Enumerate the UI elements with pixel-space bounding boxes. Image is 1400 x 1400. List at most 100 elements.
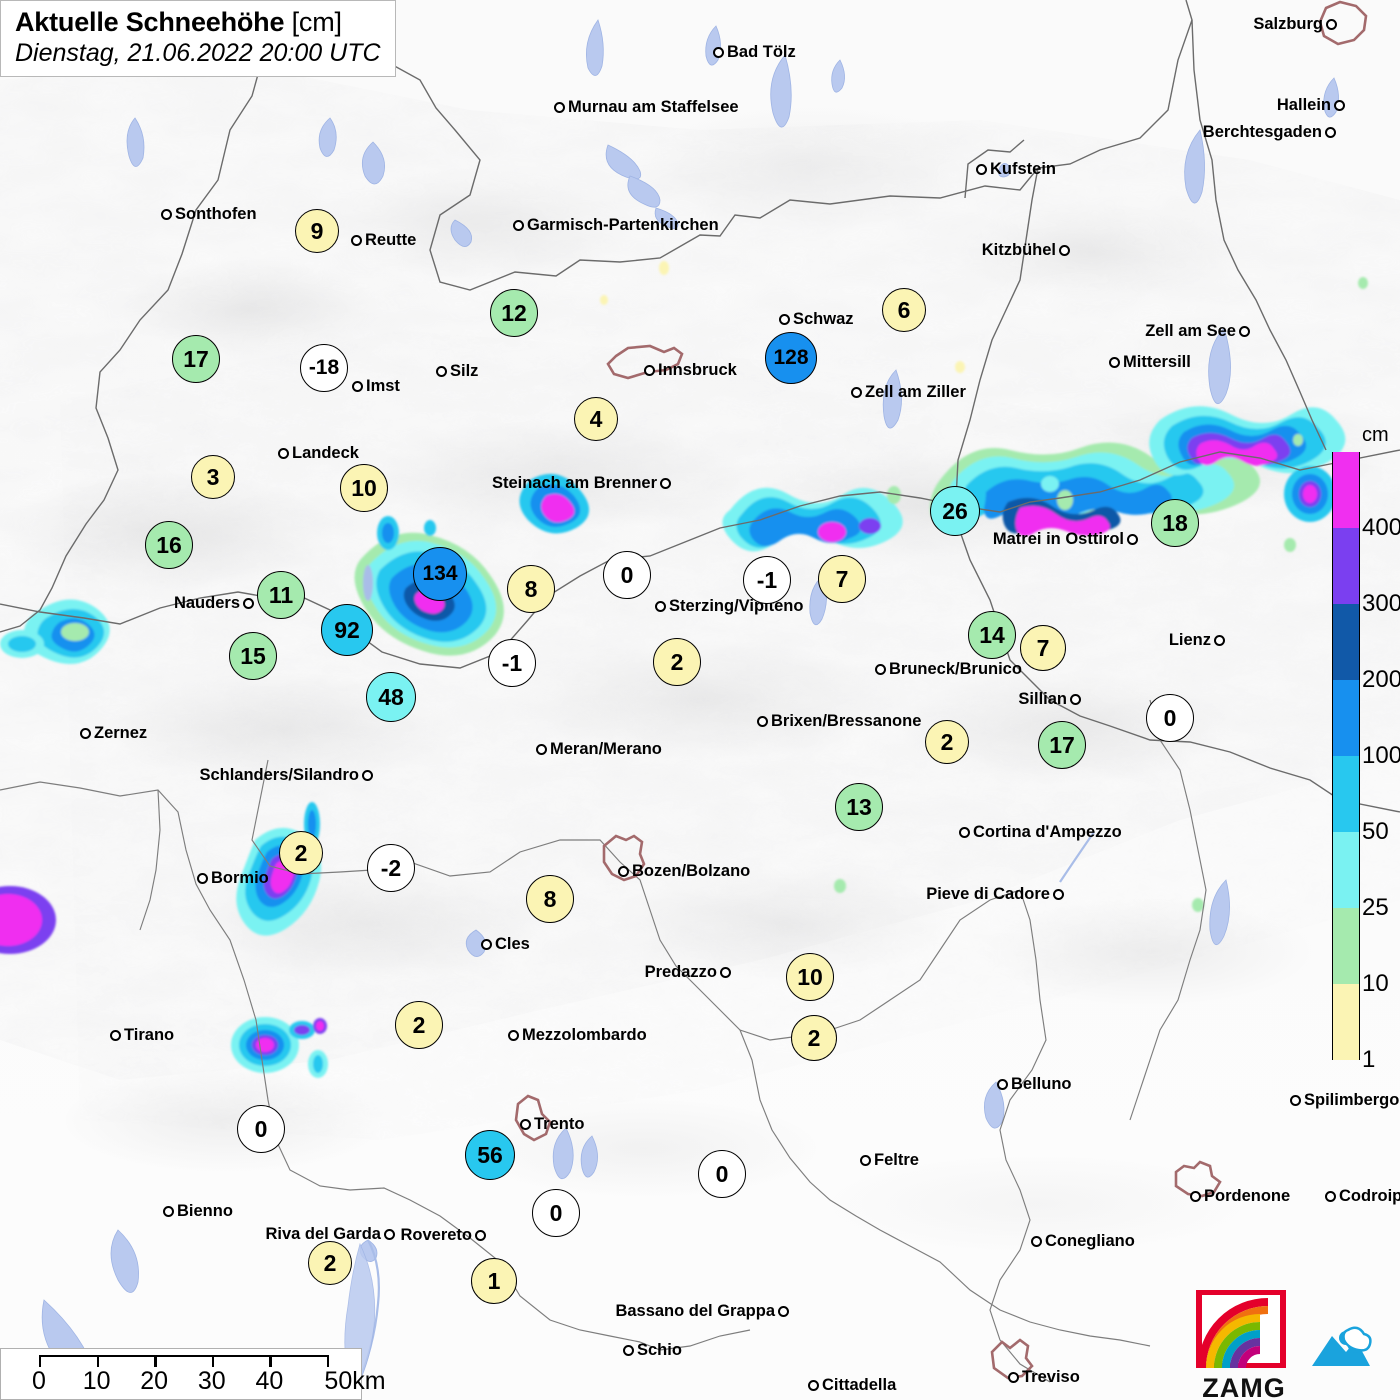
station-marker[interactable]: 3 — [191, 455, 235, 499]
place-name-text: Murnau am Staffelsee — [568, 98, 739, 116]
station-value-text: 0 — [1163, 704, 1177, 731]
station-marker[interactable]: 17 — [1038, 721, 1086, 769]
legend-tick-label: 25 — [1362, 894, 1389, 921]
station-marker[interactable]: 92 — [321, 604, 373, 656]
station-marker[interactable]: 9 — [295, 209, 339, 253]
station-value-text: -18 — [308, 356, 340, 379]
title-unit-text: [cm] — [291, 7, 342, 37]
place-label: Steinach am Brenner — [492, 475, 671, 492]
place-name-text: Cittadella — [822, 1376, 897, 1394]
station-marker[interactable]: 26 — [930, 486, 980, 536]
page-title: Aktuelle Schneehöhe [cm] — [15, 7, 381, 38]
place-label: Brixen/Bressanone — [757, 713, 921, 730]
station-marker[interactable]: -1 — [743, 556, 791, 604]
station-marker[interactable]: -18 — [300, 344, 348, 392]
station-marker[interactable]: 7 — [818, 555, 866, 603]
station-marker[interactable]: 8 — [507, 565, 555, 613]
station-value-text: 6 — [897, 296, 911, 323]
station-marker[interactable]: 0 — [532, 1189, 580, 1237]
station-marker[interactable]: 2 — [279, 831, 323, 875]
legend-tick-label: 50 — [1362, 818, 1389, 845]
place-label: Imst — [352, 378, 400, 395]
station-value-text: 7 — [1036, 634, 1050, 661]
place-label: Bruneck/Brunico — [875, 661, 1022, 678]
station-value-text: 2 — [294, 839, 308, 866]
station-marker[interactable]: 8 — [526, 875, 574, 923]
station-marker[interactable]: 2 — [395, 1001, 443, 1049]
station-marker[interactable]: 17 — [172, 335, 220, 383]
place-name-text: Sonthofen — [175, 205, 257, 223]
place-dot-icon — [1053, 888, 1064, 900]
place-dot-icon — [508, 1029, 519, 1041]
station-marker[interactable]: 0 — [698, 1150, 746, 1198]
station-value-text: 7 — [835, 565, 849, 592]
station-marker[interactable]: 2 — [308, 1241, 352, 1285]
station-marker[interactable]: 12 — [490, 289, 538, 337]
partner-logo — [1306, 1318, 1376, 1379]
station-marker[interactable]: 11 — [257, 571, 305, 619]
place-name-text: Bozen/Bolzano — [632, 862, 751, 880]
station-marker[interactable]: 18 — [1151, 499, 1199, 547]
place-dot-icon — [1326, 18, 1337, 30]
station-marker[interactable]: 56 — [465, 1130, 515, 1180]
place-label: Hallein — [1277, 97, 1345, 114]
place-dot-icon — [851, 386, 862, 398]
place-name-text: Kufstein — [990, 160, 1056, 178]
station-marker[interactable]: 7 — [1020, 625, 1066, 671]
station-marker[interactable]: 14 — [968, 611, 1016, 659]
place-label: Cittadella — [808, 1377, 896, 1394]
place-label: Rovereto — [400, 1227, 486, 1244]
place-dot-icon — [655, 600, 666, 612]
station-marker[interactable]: 6 — [882, 288, 926, 332]
legend-band — [1332, 908, 1360, 984]
station-marker[interactable]: 128 — [765, 332, 817, 384]
place-dot-icon — [959, 826, 970, 838]
station-marker[interactable]: 0 — [1146, 694, 1194, 742]
scale-bar-rule — [39, 1355, 327, 1358]
place-name-text: Meran/Merano — [550, 740, 662, 758]
station-value-text: -1 — [756, 566, 778, 593]
station-marker[interactable]: 0 — [237, 1105, 285, 1153]
station-value-text: 0 — [549, 1199, 563, 1226]
legend-unit-label: cm — [1362, 424, 1389, 446]
station-marker[interactable]: 2 — [653, 638, 701, 686]
place-label: Cortina d'Ampezzo — [959, 824, 1122, 841]
place-dot-icon — [808, 1379, 819, 1391]
station-marker[interactable]: 134 — [413, 547, 467, 601]
place-name-text: Riva del Garda — [265, 1225, 381, 1243]
map-subtitle: Dienstag, 21.06.2022 20:00 UTC — [15, 39, 381, 67]
place-dot-icon — [757, 715, 768, 727]
place-label: Innsbruck — [644, 362, 737, 379]
station-marker[interactable]: 48 — [366, 672, 416, 722]
station-marker[interactable]: 0 — [603, 551, 651, 599]
station-marker[interactable]: 13 — [835, 783, 883, 831]
station-marker[interactable]: 16 — [145, 521, 193, 569]
legend-tick-label: 300 — [1362, 590, 1400, 617]
place-label: Trento — [520, 1116, 584, 1133]
station-marker[interactable]: 1 — [471, 1258, 517, 1304]
station-value-text: 56 — [477, 1141, 503, 1168]
station-marker[interactable]: 10 — [786, 953, 834, 1001]
zamg-logo: ZAMG — [1196, 1289, 1292, 1400]
place-name-text: Berchtesgaden — [1202, 123, 1322, 141]
station-marker[interactable]: 2 — [791, 1015, 837, 1061]
place-label: Landeck — [278, 445, 359, 462]
place-dot-icon — [554, 101, 565, 113]
place-dot-icon — [1325, 1190, 1336, 1202]
station-marker[interactable]: 10 — [340, 464, 388, 512]
legend-band — [1332, 984, 1360, 1060]
station-value-text: 10 — [797, 963, 823, 990]
place-name-text: Pordenone — [1204, 1187, 1291, 1205]
station-marker[interactable]: 15 — [229, 632, 277, 680]
place-dot-icon — [1070, 693, 1081, 705]
station-marker[interactable]: -2 — [367, 844, 415, 892]
place-label: Sillian — [1018, 691, 1081, 708]
station-value-text: 3 — [206, 463, 220, 490]
place-dot-icon — [481, 938, 492, 950]
station-marker[interactable]: 4 — [574, 397, 618, 441]
place-label: Predazzo — [645, 964, 731, 981]
place-dot-icon — [1190, 1190, 1201, 1202]
place-label: Feltre — [860, 1152, 919, 1169]
station-marker[interactable]: -1 — [488, 639, 536, 687]
station-marker[interactable]: 2 — [925, 720, 969, 764]
